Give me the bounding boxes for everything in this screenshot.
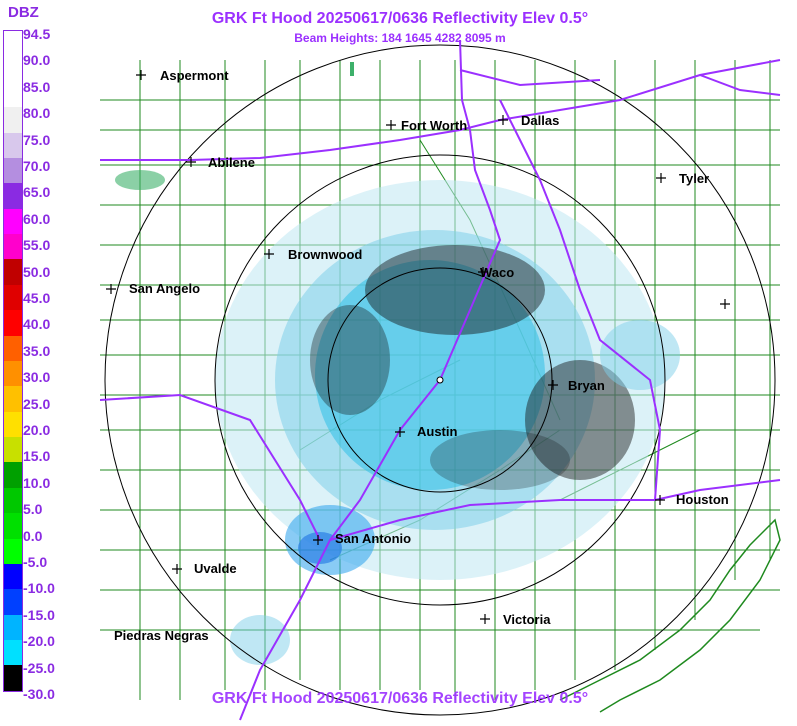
legend-tick-label: 0.0 — [23, 527, 43, 544]
legend-tick-label: -15.0 — [23, 606, 55, 623]
reflectivity-echoes — [115, 62, 680, 665]
beam-heights: Beam Heights: 184 1645 4282 8095 m — [294, 31, 506, 45]
city-victoria: Victoria — [503, 612, 551, 627]
city-aspermont: Aspermont — [160, 68, 229, 83]
legend-color-bar — [3, 30, 23, 692]
legend-tick-label: 25.0 — [23, 395, 51, 412]
legend-swatch — [4, 411, 22, 437]
legend-tick-label: -30.0 — [23, 686, 55, 702]
legend-tick-label: 30.0 — [23, 369, 51, 386]
legend-tick-label: 35.0 — [23, 342, 51, 359]
city-piedras-negras: Piedras Negras — [114, 628, 209, 643]
city-markers — [106, 70, 730, 624]
legend-tick-label: 10.0 — [23, 474, 51, 491]
legend-swatch — [4, 183, 22, 209]
legend-swatch — [4, 614, 22, 640]
dbz-legend: DBZ 94.5 90.0 85.0 80.0 75.0 70.0 65.0 60.0 55.0… — [0, 0, 60, 726]
marker-brownwood — [264, 249, 274, 259]
legend-tick-label: 20.0 — [23, 422, 51, 438]
city-abilene: Abilene — [208, 155, 255, 170]
legend-swatch — [4, 132, 22, 158]
legend-tick-label: -5.0 — [23, 554, 48, 570]
marker-fort-worth — [386, 120, 396, 130]
legend-swatch — [4, 360, 22, 387]
city-san-antonio: San Antonio — [335, 531, 412, 546]
legend-swatch — [4, 487, 22, 514]
legend-swatch — [4, 81, 22, 108]
marker-uvalde — [172, 564, 182, 574]
legend-swatch — [4, 107, 22, 133]
legend-tick-label: 45.0 — [23, 290, 51, 306]
city-brownwood: Brownwood — [288, 247, 363, 262]
legend-tick-label: 55.0 — [23, 237, 51, 254]
legend-swatch — [4, 589, 22, 615]
city-houston: Houston — [676, 492, 729, 507]
legend-tick-label: 15.0 — [23, 448, 51, 465]
radar-site-marker — [436, 376, 444, 384]
range-rings — [104, 44, 776, 716]
legend-unit: DBZ — [8, 4, 39, 21]
marker-houston — [655, 495, 665, 505]
marker-dallas — [498, 115, 508, 125]
legend-swatch — [4, 665, 22, 691]
marker-san-angelo — [106, 284, 116, 294]
legend-tick-label: 75.0 — [23, 131, 51, 148]
legend-swatch — [4, 462, 22, 488]
city-tyler: Tyler — [679, 171, 710, 186]
legend-swatch — [4, 259, 22, 285]
legend-tick-label: 50.0 — [23, 263, 51, 280]
city-austin: Austin — [417, 424, 458, 439]
marker-san-antonio — [313, 535, 323, 545]
legend-swatch — [4, 234, 22, 260]
legend-tick-label: 90.0 — [23, 52, 51, 69]
radar-map — [100, 40, 781, 721]
legend-swatch — [4, 157, 22, 184]
legend-swatch — [4, 563, 22, 590]
legend-swatch — [4, 640, 22, 666]
legend-swatch — [4, 31, 22, 57]
legend-tick-label: -10.0 — [23, 580, 55, 597]
legend-swatch — [4, 335, 22, 361]
marker-aspermont — [136, 70, 146, 80]
city-dallas: Dallas — [521, 113, 560, 128]
coastline — [559, 518, 781, 713]
map-title-bottom: GRK Ft Hood 20250617/0636 Reflectivity E… — [211, 690, 589, 707]
legend-tick-label: 5.0 — [23, 501, 43, 518]
marker-waco — [478, 267, 488, 277]
legend-swatch — [4, 437, 22, 463]
legend-tick-label: -20.0 — [23, 633, 55, 650]
legend-tick-label: 65.0 — [23, 184, 51, 201]
legend-tick-label: 60.0 — [23, 210, 51, 227]
marker-tyler — [656, 173, 666, 183]
legend-swatch — [4, 513, 22, 539]
city-bryan: Bryan — [568, 378, 605, 393]
marker-austin — [395, 427, 405, 437]
legend-swatch — [4, 56, 22, 82]
legend-tick-label: 80.0 — [23, 105, 51, 122]
legend-tick-label: 85.0 — [23, 78, 51, 95]
marker-unnamed — [720, 299, 730, 309]
legend-swatch — [4, 310, 22, 336]
legend-tick-label: 40.0 — [23, 316, 51, 333]
marker-victoria — [480, 614, 490, 624]
marker-abilene — [186, 157, 196, 167]
map-title: GRK Ft Hood 20250617/0636 Reflectivity E… — [211, 10, 589, 27]
city-san-angelo: San Angelo — [129, 281, 201, 296]
legend-tick-label: 70.0 — [23, 158, 51, 174]
city-waco: Waco — [480, 265, 515, 280]
legend-swatch — [4, 284, 22, 311]
legend-tick-label: -25.0 — [23, 659, 55, 676]
legend-swatch — [4, 538, 22, 564]
legend-swatch — [4, 386, 22, 412]
marker-bryan — [548, 380, 558, 390]
legend-swatch — [4, 208, 22, 234]
city-fort-worth: Fort Worth — [401, 118, 468, 133]
legend-tick-label: 94.5 — [23, 26, 51, 42]
city-uvalde: Uvalde — [194, 561, 237, 576]
